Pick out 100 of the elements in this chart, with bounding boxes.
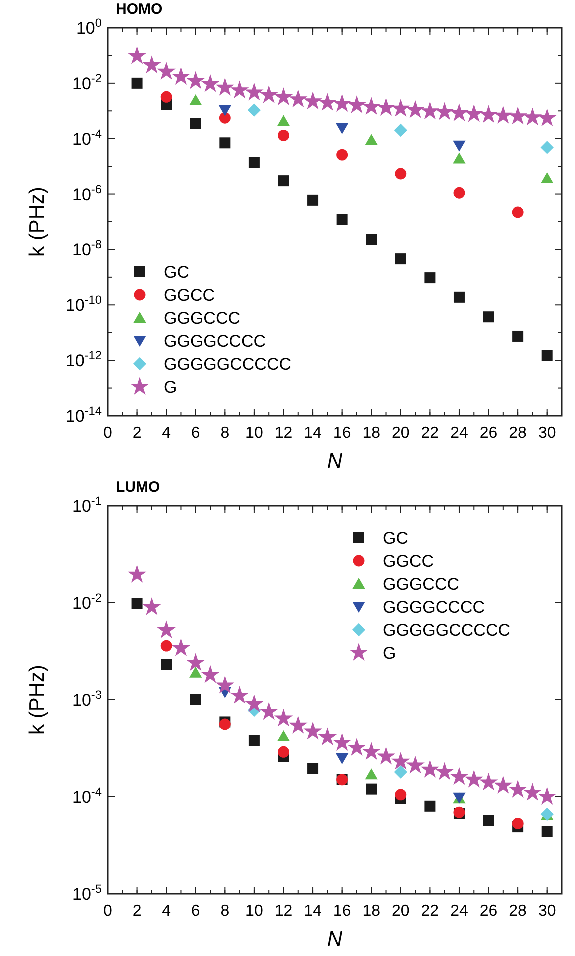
point <box>348 738 366 756</box>
point <box>248 104 262 117</box>
x-tick-label: 2 <box>132 425 142 442</box>
point <box>336 753 349 764</box>
x-tick-label: 0 <box>104 425 113 442</box>
y-tick-label: 10$^{-3}$ <box>72 688 102 710</box>
point <box>274 88 294 106</box>
point <box>219 718 231 730</box>
y-tick-label: 10$^{-2}$ <box>72 71 102 94</box>
point <box>494 106 513 124</box>
point <box>157 620 176 639</box>
legend-label: GGGGCCCC <box>164 332 266 351</box>
point <box>160 640 172 652</box>
legend-label: G <box>383 644 396 663</box>
point <box>508 106 528 125</box>
x-axis-title: N <box>327 928 344 951</box>
legend-label: G <box>164 378 178 397</box>
point <box>435 762 454 780</box>
point <box>464 104 484 122</box>
point <box>186 653 206 672</box>
point <box>454 187 466 199</box>
point <box>494 776 513 794</box>
point <box>336 149 348 161</box>
point <box>332 733 352 752</box>
point <box>278 746 290 758</box>
x-tick-label: 22 <box>421 903 440 920</box>
point <box>523 783 542 801</box>
point <box>348 96 366 114</box>
point <box>132 78 143 89</box>
x-tick-label: 16 <box>333 425 352 442</box>
point <box>366 234 378 246</box>
point <box>453 152 466 164</box>
x-tick-label: 12 <box>274 425 293 442</box>
point <box>230 80 250 99</box>
point <box>304 722 322 740</box>
point <box>142 56 162 74</box>
point <box>190 94 202 106</box>
point <box>508 780 528 798</box>
point <box>406 100 425 118</box>
point <box>392 99 410 117</box>
y-tick-label: 10$^{-2}$ <box>72 591 102 613</box>
x-tick-label: 10 <box>246 425 264 442</box>
point <box>483 312 494 323</box>
point <box>304 92 322 110</box>
point <box>289 716 308 734</box>
x-tick-label: 0 <box>104 903 113 920</box>
x-tick-label: 16 <box>333 903 352 920</box>
x-tick-label: 14 <box>304 425 322 442</box>
point <box>479 105 498 124</box>
point <box>392 752 410 770</box>
point <box>479 772 498 791</box>
point <box>395 789 407 801</box>
legend-label: GGCC <box>383 552 434 571</box>
point <box>142 598 162 616</box>
point <box>420 760 440 778</box>
point <box>248 735 260 746</box>
legend-label: GGGCCC <box>164 309 240 328</box>
point <box>450 104 469 122</box>
x-tick-label: 4 <box>162 425 172 442</box>
point <box>450 767 469 786</box>
point <box>248 157 260 168</box>
x-tick-label: 24 <box>450 903 468 920</box>
legend-label: GGGGCCCC <box>383 598 485 617</box>
point <box>128 565 147 583</box>
x-tick-label: 30 <box>538 425 556 442</box>
point <box>336 123 349 134</box>
point <box>245 82 264 101</box>
x-tick-label: 14 <box>304 903 322 920</box>
point <box>406 756 425 774</box>
point <box>365 768 378 780</box>
point <box>512 818 524 830</box>
point <box>424 272 436 284</box>
y-tick-label: 10$^{-14}$ <box>66 404 102 426</box>
point <box>190 694 202 706</box>
point <box>160 91 172 103</box>
point <box>483 815 494 826</box>
point <box>218 105 232 116</box>
x-tick-label: 30 <box>538 903 556 920</box>
legend-label: GGGGGCCCCC <box>383 621 510 640</box>
chart-title: LUMO <box>116 479 160 496</box>
point <box>172 67 191 86</box>
x-tick-label: 2 <box>132 903 142 920</box>
point <box>201 74 220 92</box>
legend-label: GGCC <box>164 286 215 305</box>
point <box>362 97 381 116</box>
point <box>245 694 264 712</box>
point <box>365 134 378 146</box>
point <box>420 102 440 120</box>
x-tick-label: 6 <box>191 425 200 442</box>
x-tick-label: 8 <box>220 903 230 920</box>
point <box>523 108 542 126</box>
point <box>542 826 553 838</box>
point <box>216 676 235 694</box>
point <box>308 763 319 774</box>
point <box>190 666 202 678</box>
legend-label: GC <box>164 263 190 282</box>
point <box>216 78 235 96</box>
point <box>128 46 147 64</box>
legend-label: GGGCCC <box>383 575 460 594</box>
point <box>230 686 250 704</box>
